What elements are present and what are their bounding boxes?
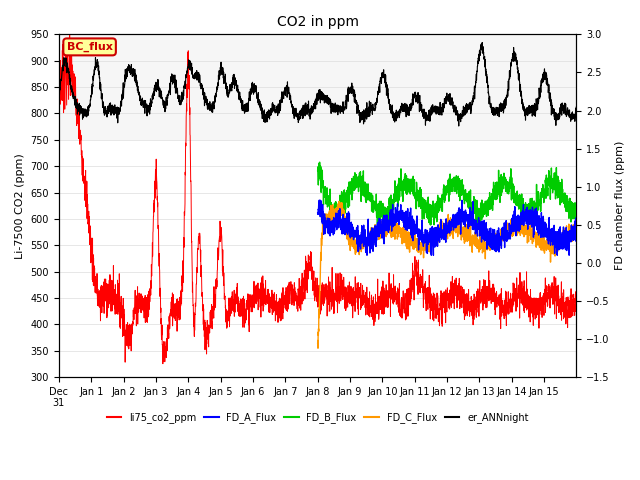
Legend: li75_co2_ppm, FD_A_Flux, FD_B_Flux, FD_C_Flux, er_ANNnight: li75_co2_ppm, FD_A_Flux, FD_B_Flux, FD_C… (102, 408, 532, 427)
Bar (59, 35, 576, 140)
Text: BC_flux: BC_flux (67, 42, 113, 52)
Title: CO2 in ppm: CO2 in ppm (276, 15, 358, 29)
Y-axis label: Li-7500 CO2 (ppm): Li-7500 CO2 (ppm) (15, 153, 25, 259)
Y-axis label: FD chamber flux (ppm): FD chamber flux (ppm) (615, 141, 625, 270)
